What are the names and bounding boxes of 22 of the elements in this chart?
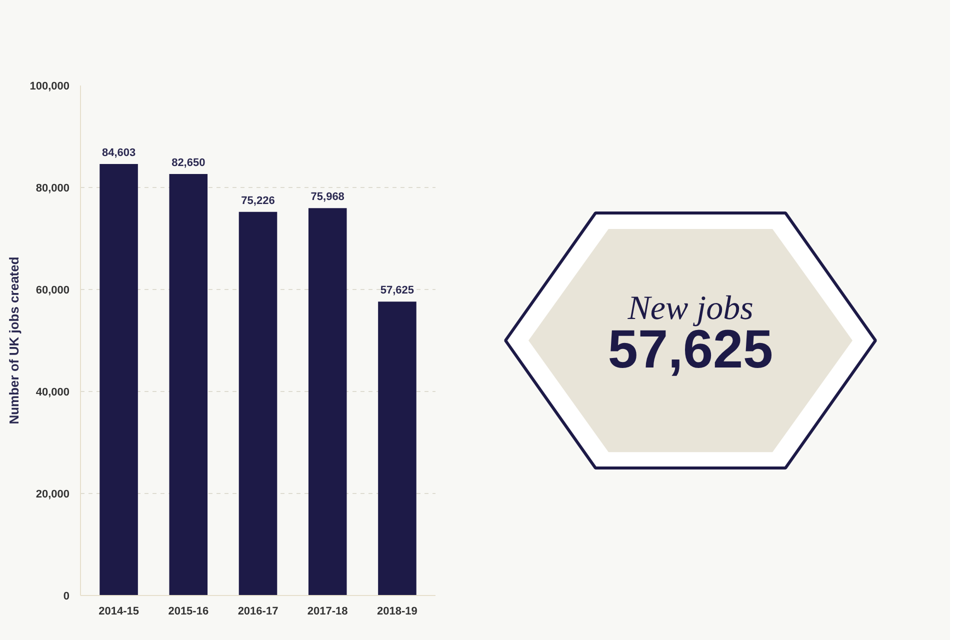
y-tick-label: 20,000: [36, 488, 70, 500]
data-label: 84,603: [102, 147, 136, 160]
x-tick-label: 2014-15: [98, 606, 139, 618]
y-tick-label: 40,000: [36, 386, 70, 398]
data-label: 75,968: [310, 191, 344, 204]
bar: [238, 212, 278, 596]
y-tick-label: 0: [63, 590, 70, 602]
x-tick-label: 2018-19: [377, 606, 418, 618]
x-tick-label: 2015-16: [168, 606, 209, 618]
y-tick-label: 80,000: [36, 182, 70, 194]
y-axis-title: Number of UK jobs created: [6, 256, 22, 424]
bar: [169, 174, 208, 596]
y-tick-label: 60,000: [36, 284, 70, 296]
x-tick-label: 2017-18: [307, 606, 348, 618]
bar: [308, 208, 347, 596]
data-label: 82,650: [172, 156, 206, 169]
x-tick-label: 2016-17: [238, 606, 278, 618]
bar: [378, 302, 416, 596]
y-tick-label: 100,000: [30, 80, 70, 92]
bar: [100, 164, 138, 596]
data-label: 57,625: [380, 284, 414, 297]
data-label: 75,226: [241, 194, 275, 207]
